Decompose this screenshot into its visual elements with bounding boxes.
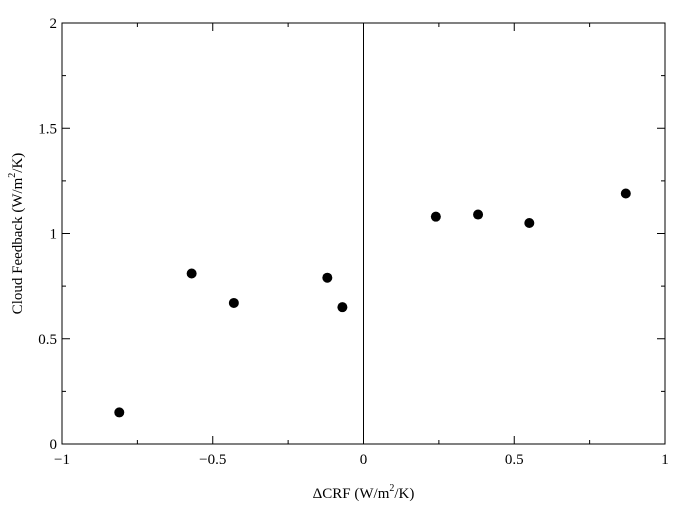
y-axis-title: Cloud Feedback (W/m2/K)	[7, 153, 26, 315]
data-point	[186, 268, 197, 279]
data-point	[337, 302, 348, 313]
data-point	[524, 217, 535, 228]
data-point	[620, 188, 631, 199]
data-point	[114, 407, 125, 418]
y-axis-title-unit: /K)	[10, 153, 26, 173]
x-tick-label: 0	[360, 452, 368, 468]
data-point	[228, 297, 239, 308]
x-tick-label: −1	[54, 452, 70, 468]
x-axis-title-superscript: 2	[389, 483, 394, 494]
y-tick-label: 0	[50, 437, 58, 453]
x-tick-label: 0.5	[505, 452, 524, 468]
data-points	[114, 188, 631, 418]
y-tick-label: 2	[50, 16, 58, 32]
x-axis-title-unit: /K)	[394, 486, 414, 502]
x-tick-label: 1	[661, 452, 669, 468]
data-point	[430, 211, 441, 222]
y-axis-title-main: Cloud Feedback (W/m	[10, 177, 26, 314]
axis-tick-labels: −1 −0.5 0 0.5 1 0 0.5 1 1.5 2	[38, 16, 669, 468]
y-tick-label: 1.5	[38, 121, 57, 137]
y-axis-title-superscript: 2	[7, 173, 18, 178]
data-point	[473, 209, 484, 220]
x-axis-title-main: ΔCRF (W/m	[313, 486, 390, 502]
x-axis-title: ΔCRF (W/m2/K)	[313, 483, 415, 502]
x-tick-label: −0.5	[199, 452, 226, 468]
data-point	[322, 272, 333, 283]
y-tick-label: 1	[50, 227, 58, 243]
y-tick-label: 0.5	[38, 332, 57, 348]
